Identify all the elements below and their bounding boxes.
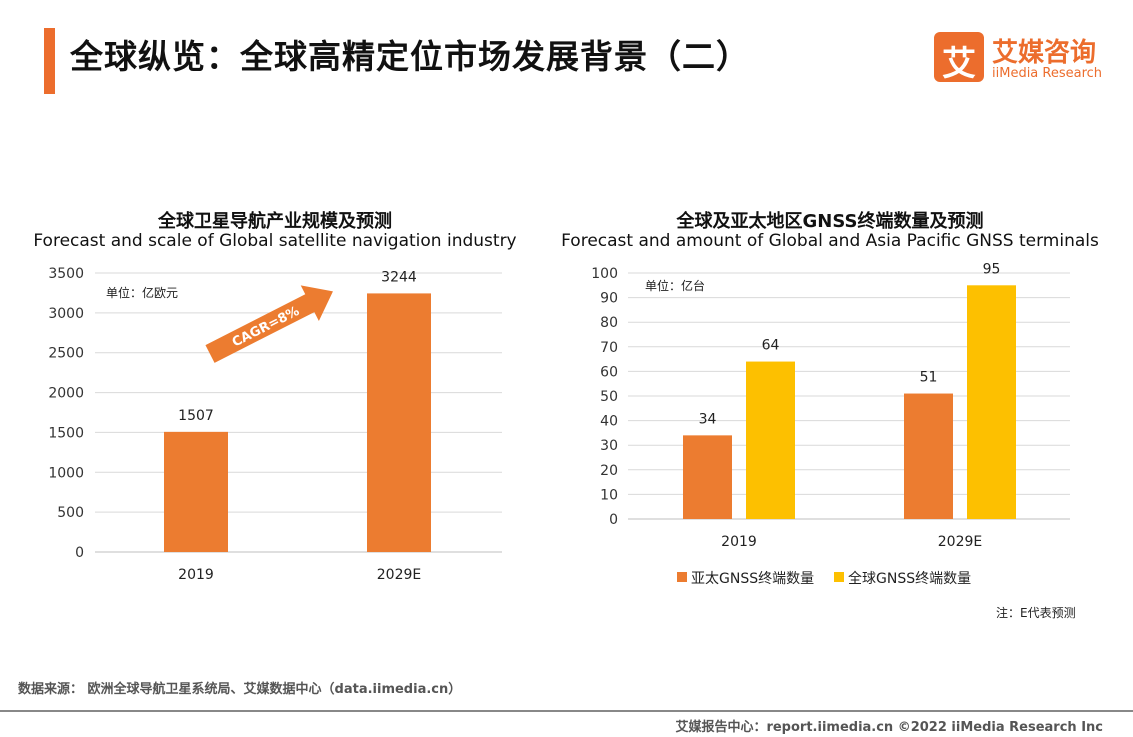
unit-label: 单位：亿欧元 [106,285,178,300]
logo-text-en: iiMedia Research [992,66,1103,81]
data-label: 51 [920,370,938,386]
y-tick-label: 40 [600,414,618,430]
bar [967,285,1016,519]
data-label: 64 [762,338,780,354]
logo-mark-icon: 艾 [934,32,984,84]
logo-text-cn: 艾媒咨询 [992,38,1097,68]
unit-label: 单位：亿台 [645,278,705,293]
page-title: 全球纵览：全球高精定位市场发展背景（二） [70,37,750,76]
y-tick-label: 3500 [48,266,84,282]
bar [683,435,732,519]
y-tick-label: 3000 [48,306,84,322]
y-tick-label: 100 [591,266,618,282]
data-label: 34 [699,411,717,427]
y-tick-label: 90 [600,291,618,307]
y-tick-label: 2500 [48,346,84,362]
chart1-subtitle: Forecast and scale of Global satellite n… [33,231,517,251]
x-tick-label: 2019 [721,534,757,550]
y-tick-label: 80 [600,315,618,331]
y-tick-label: 0 [75,545,84,561]
logo: 艾 艾媒咨询 iiMedia Research [934,32,1114,86]
y-tick-label: 50 [600,389,618,405]
bar [904,393,953,519]
legend-label: 亚太GNSS终端数量 [691,571,814,587]
y-tick-label: 30 [600,438,618,454]
x-tick-label: 2029E [377,567,421,583]
y-tick-label: 2000 [48,386,84,402]
y-tick-label: 0 [609,512,618,528]
y-tick-label: 10 [600,487,618,503]
y-tick-label: 500 [57,505,84,521]
data-source: 数据来源： 欧洲全球导航卫星系统局、艾媒数据中心（data.iimedia.cn… [18,682,462,697]
logo-glyph: 艾 [942,44,976,84]
chart2-title: 全球及亚太地区GNSS终端数量及预测 [676,211,984,232]
bar [367,293,431,552]
y-tick-label: 1500 [48,425,84,441]
bar [746,361,795,519]
title-accent-bar [44,28,55,94]
forecast-note: 注：E代表预测 [996,606,1076,620]
x-tick-label: 2029E [938,534,982,550]
legend-swatch [834,572,844,582]
y-tick-label: 1000 [48,465,84,481]
data-label: 3244 [381,269,417,285]
footer-divider [0,710,1133,712]
arrow-shape [205,285,333,363]
legend-swatch [677,572,687,582]
chart1-title: 全球卫星导航产业规模及预测 [158,211,392,232]
y-tick-label: 70 [600,340,618,356]
bar [164,431,228,552]
footer-text: 艾媒报告中心：report.iimedia.cn ©2022 iiMedia R… [675,720,1103,735]
data-label: 95 [983,261,1001,277]
x-tick-label: 2019 [178,567,214,583]
data-label: 1507 [178,408,214,424]
chart2-subtitle: Forecast and amount of Global and Asia P… [561,231,1099,251]
legend-label: 全球GNSS终端数量 [848,570,971,587]
y-tick-label: 60 [600,364,618,380]
y-tick-label: 20 [600,463,618,479]
